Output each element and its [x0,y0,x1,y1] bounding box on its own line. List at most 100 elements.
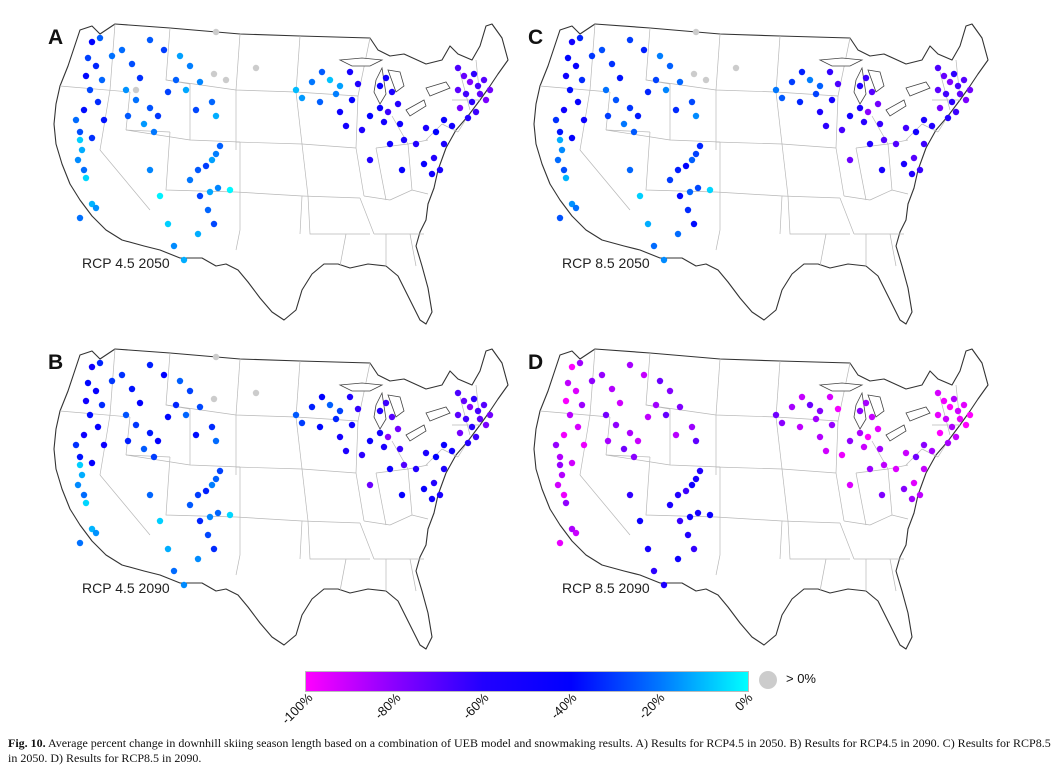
ski-resort-dot [650,242,658,250]
gray-legend-label: > 0% [786,671,816,686]
ski-resort-dot [656,377,664,385]
ski-resort-dot [92,204,100,212]
map-panel-c: C RCP 8.5 2050 [520,20,1000,330]
ski-resort-dot [160,371,168,379]
ski-resort-dot [366,112,374,120]
ski-resort-dot [146,491,154,499]
ski-resort-dot [466,78,474,86]
panel-scenario-label: RCP 8.5 2090 [562,580,650,596]
ski-resort-dot [206,188,214,196]
state-border [99,149,151,211]
ski-resort-dot [686,188,694,196]
ski-resort-dot [868,88,876,96]
ski-resort-dot [946,78,954,86]
state-border [409,558,417,592]
ski-resort-dot [846,112,854,120]
ski-resort-dot [226,186,234,194]
ski-resort-dot [386,465,394,473]
ski-resort-dot [604,112,612,120]
ski-resort-dot [470,70,478,78]
state-border [355,420,359,474]
ski-resort-dot [86,86,94,94]
ski-resort-dot [688,156,696,164]
ski-resort-dot [692,112,700,120]
colorbar-legend: -100% -80% -60% -40% -20% 0% > 0% [278,668,860,728]
ski-resort-dot [136,399,144,407]
ski-resort-dot [298,419,306,427]
ski-resort-dot [644,88,652,96]
ski-resort-dot [208,423,216,431]
ski-resort-dot [652,76,660,84]
ski-resort-dot [822,447,830,455]
ski-resort-dot [612,96,620,104]
gray-legend-dot [759,671,777,689]
ski-resort-dot [440,465,448,473]
state-border [781,143,789,197]
ski-resort-dot [150,128,158,136]
ski-resort-dot [552,441,560,449]
ski-resort-dot [676,517,684,525]
ski-resort-dot [620,120,628,128]
state-border [59,410,131,418]
state-border [855,147,867,201]
ski-resort-dot [604,437,612,445]
ski-resort-dot [640,46,648,54]
ski-resort-dot [456,104,464,112]
state-border [889,233,897,267]
ski-resort-dot [212,437,220,445]
ski-resort-dot [696,142,704,150]
ski-resort-dot [358,126,366,134]
ski-resort-dot [80,106,88,114]
ski-resort-dot [146,166,154,174]
ski-resort-dot [76,128,84,136]
ski-resort-dot [348,96,356,104]
ski-resort-dot [428,170,436,178]
ski-resort-dot [194,555,202,563]
ski-resort-dot [562,174,570,182]
state-border [295,360,301,418]
ski-resort-dot [210,545,218,553]
ski-resort-dot [860,443,868,451]
ski-resort-dot [326,76,334,84]
ski-resort-dot [146,36,154,44]
state-border [775,35,781,93]
ski-resort-dot [412,140,420,148]
ski-resort-dot [182,411,190,419]
ski-resort-dot [560,106,568,114]
ski-resort-dot [366,156,374,164]
ski-resort-dot [900,160,908,168]
ski-resort-dot [856,104,864,112]
ski-resort-dot [88,525,96,533]
state-border [301,468,357,474]
ski-resort-dot [436,166,444,174]
ski-resort-dot [666,176,674,184]
ski-resort-dot [566,86,574,94]
ski-resort-dot [576,34,584,42]
ski-resort-dot [412,465,420,473]
ski-resort-dot [164,88,172,96]
ski-resort-dot [76,539,84,547]
state-border [715,467,721,576]
state-border [339,233,347,267]
ski-resort-dot [194,166,202,174]
ski-resort-dot [366,437,374,445]
ski-resort-dot [332,415,340,423]
state-border [99,474,151,536]
state-border [301,143,309,197]
ski-resort-dot [644,545,652,553]
ski-resort-dot [806,76,814,84]
ski-resort-dot [486,86,494,94]
ski-resort-dot [384,108,392,116]
state-border [605,129,651,133]
ski-resort-dot [556,128,564,136]
ski-resort-dot [84,54,92,62]
state-border [775,416,783,470]
state-border [235,358,241,416]
figure-caption: Fig. 10. Average percent change in downh… [8,736,1053,766]
ski-resort-dot [346,393,354,401]
ski-resort-dot [556,214,564,222]
ski-resort-dot [186,387,194,395]
ski-resort-dot [556,461,564,469]
ski-resort-dot [118,46,126,54]
state-border [715,142,721,251]
